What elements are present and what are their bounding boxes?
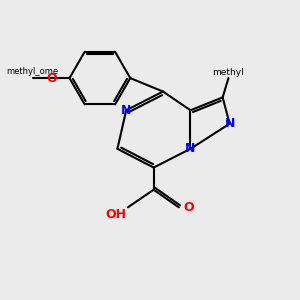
Text: O: O: [184, 201, 194, 214]
Text: OH: OH: [106, 208, 127, 221]
Text: methyl: methyl: [213, 68, 244, 77]
Text: methyl_ome: methyl_ome: [6, 67, 58, 76]
Text: O: O: [46, 72, 57, 85]
Text: N: N: [185, 142, 196, 155]
Text: N: N: [121, 104, 131, 117]
Text: N: N: [224, 117, 235, 130]
